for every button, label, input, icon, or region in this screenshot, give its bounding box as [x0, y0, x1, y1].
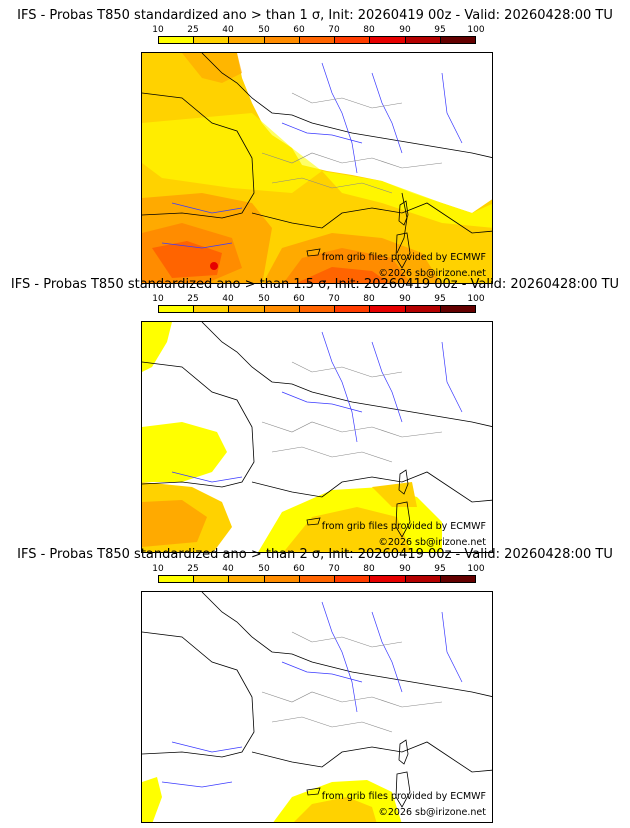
copyright-credit: ©2026 sb@irizone.net: [378, 537, 486, 548]
legend-label: 10: [152, 564, 164, 574]
legend-label: 40: [222, 564, 234, 574]
map-panel-1: IFS - Probas T850 standardized ano > tha…: [0, 8, 630, 284]
legend-label: 70: [328, 25, 340, 35]
legend-swatch: [194, 37, 230, 43]
map-panel-3: IFS - Probas T850 standardized ano > tha…: [0, 547, 630, 823]
legend-label: 25: [187, 25, 199, 35]
probability-map: from grib files provided by ECMWF ©2026 …: [141, 52, 493, 284]
legend-label: 95: [434, 294, 446, 304]
legend-label: 40: [222, 294, 234, 304]
legend-label: 70: [328, 564, 340, 574]
source-credit: from grib files provided by ECMWF: [321, 791, 486, 802]
legend-label: 40: [222, 25, 234, 35]
legend-labels: 10 25 40 50 60 70 80 90 95 100: [140, 25, 492, 35]
source-credit: from grib files provided by ECMWF: [321, 252, 486, 263]
legend-swatch: [405, 306, 441, 312]
legend-swatch: [405, 37, 441, 43]
panel-title: IFS - Probas T850 standardized ano > tha…: [10, 277, 620, 292]
probability-map: from grib files provided by ECMWF ©2026 …: [141, 321, 493, 553]
legend-label: 10: [152, 25, 164, 35]
legend-label: 50: [258, 564, 270, 574]
legend-label: 80: [363, 25, 375, 35]
legend-swatch: [194, 306, 230, 312]
legend-label: 60: [293, 25, 305, 35]
probability-map: from grib files provided by ECMWF ©2026 …: [141, 591, 493, 823]
legend-swatch: [229, 37, 265, 43]
legend-swatch: [299, 576, 336, 582]
panel-title: IFS - Probas T850 standardized ano > tha…: [17, 8, 613, 23]
legend-swatch: [264, 306, 300, 312]
legend-swatch: [264, 576, 300, 582]
map-canvas: [142, 53, 492, 283]
legend-label: 90: [399, 25, 411, 35]
legend-swatch: [229, 576, 265, 582]
legend-label: 60: [293, 294, 305, 304]
legend-label: 50: [258, 25, 270, 35]
legend-label: 50: [258, 294, 270, 304]
source-credit: from grib files provided by ECMWF: [321, 521, 486, 532]
legend-label: 80: [363, 294, 375, 304]
legend-swatch: [370, 37, 406, 43]
legend-swatch: [264, 37, 300, 43]
legend-label: 25: [187, 294, 199, 304]
color-legend-bar: [158, 305, 476, 313]
legend-label: 95: [434, 564, 446, 574]
legend-swatch: [159, 306, 195, 312]
legend-label: 100: [467, 294, 485, 304]
copyright-credit: ©2026 sb@irizone.net: [378, 268, 486, 279]
legend-label: 100: [467, 25, 485, 35]
legend-label: 70: [328, 294, 340, 304]
legend-labels: 10 25 40 50 60 70 80 90 95 100: [140, 294, 492, 304]
color-legend-bar: [158, 36, 476, 44]
legend-swatch: [440, 37, 475, 43]
legend-swatch: [335, 576, 371, 582]
legend-swatch: [370, 576, 406, 582]
legend-swatch: [335, 37, 371, 43]
legend-swatch: [159, 37, 195, 43]
legend-swatch: [229, 306, 265, 312]
legend-swatch: [440, 576, 475, 582]
color-legend-bar: [158, 575, 476, 583]
legend-swatch: [159, 576, 195, 582]
legend-swatch: [194, 576, 230, 582]
copyright-credit: ©2026 sb@irizone.net: [378, 807, 486, 818]
legend-label: 80: [363, 564, 375, 574]
legend-swatch: [335, 306, 371, 312]
map-canvas: [142, 322, 492, 552]
legend-label: 90: [399, 564, 411, 574]
map-canvas: [142, 592, 492, 822]
legend-label: 10: [152, 294, 164, 304]
panel-title: IFS - Probas T850 standardized ano > tha…: [17, 547, 613, 562]
legend-label: 90: [399, 294, 411, 304]
legend-label: 60: [293, 564, 305, 574]
legend-swatch: [370, 306, 406, 312]
legend-label: 95: [434, 25, 446, 35]
legend-swatch: [299, 37, 336, 43]
legend-labels: 10 25 40 50 60 70 80 90 95 100: [140, 564, 492, 574]
map-panel-2: IFS - Probas T850 standardized ano > tha…: [0, 277, 630, 553]
legend-swatch: [299, 306, 336, 312]
legend-label: 25: [187, 564, 199, 574]
legend-label: 100: [467, 564, 485, 574]
legend-swatch: [405, 576, 441, 582]
legend-swatch: [440, 306, 475, 312]
